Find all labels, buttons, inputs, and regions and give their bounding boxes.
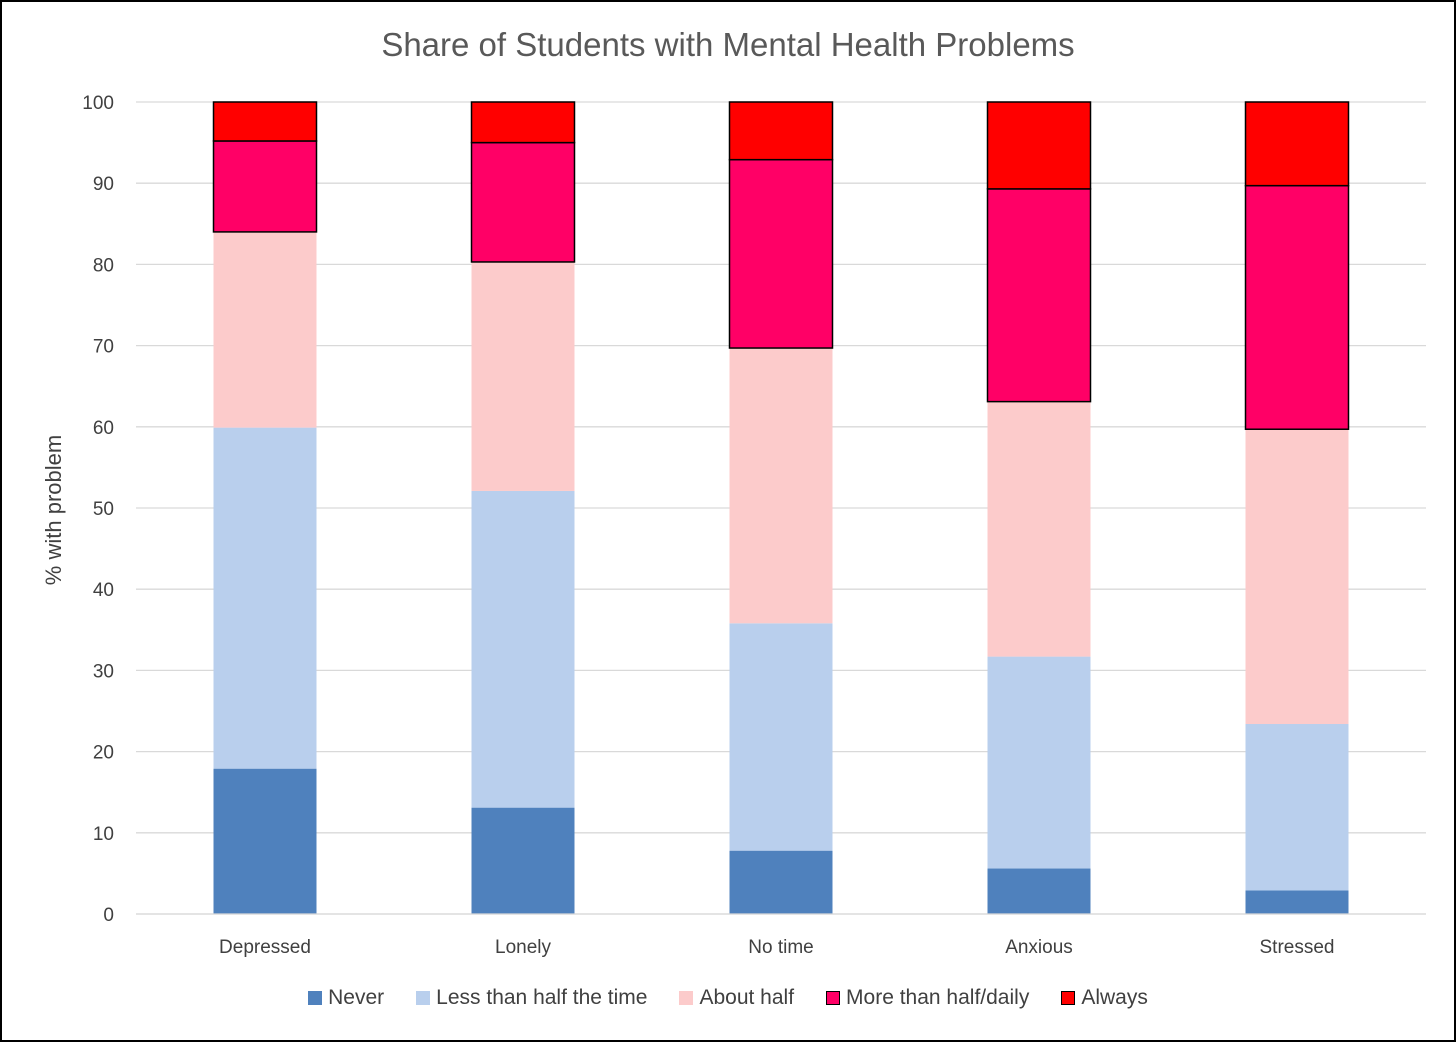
legend-swatch bbox=[1061, 991, 1076, 1005]
x-tick-label: No time bbox=[748, 937, 813, 958]
legend-swatch bbox=[826, 991, 841, 1005]
bar-segment-less-than-half-the-time bbox=[213, 427, 317, 769]
y-tick-label: 0 bbox=[103, 905, 114, 926]
y-tick-label: 90 bbox=[93, 174, 114, 195]
legend-item: Never bbox=[308, 986, 384, 1010]
legend-label: Less than half the time bbox=[436, 986, 648, 1009]
bar-segment-less-than-half-the-time bbox=[471, 490, 575, 808]
bar-segment-about-half bbox=[213, 231, 317, 428]
bar-segment-always bbox=[212, 101, 318, 142]
y-tick-label: 30 bbox=[93, 661, 114, 682]
y-tick-label: 80 bbox=[93, 255, 114, 276]
y-tick-label: 40 bbox=[93, 580, 114, 601]
bar-segment-never bbox=[1245, 890, 1349, 914]
legend-swatch bbox=[416, 991, 431, 1005]
bar-segment-never bbox=[729, 850, 833, 914]
bar-segment-more-than-half-daily bbox=[986, 188, 1092, 403]
bar-segment-about-half bbox=[729, 348, 833, 624]
legend-label: About half bbox=[699, 986, 795, 1009]
bar-segment-about-half bbox=[987, 401, 1091, 657]
bar-segment-about-half bbox=[471, 261, 575, 491]
legend-label: More than half/daily bbox=[846, 986, 1030, 1009]
bar-segment-always bbox=[470, 101, 576, 144]
bar-segment-never bbox=[987, 868, 1091, 914]
legend-item: Always bbox=[1061, 986, 1148, 1010]
x-tick-label: Lonely bbox=[495, 937, 551, 958]
bar-segment-always bbox=[986, 101, 1092, 190]
bar-segment-less-than-half-the-time bbox=[1245, 723, 1349, 891]
legend-item: More than half/daily bbox=[826, 986, 1029, 1010]
bar-segment-always bbox=[1244, 101, 1350, 187]
chart-title: Share of Students with Mental Health Pro… bbox=[381, 26, 1075, 63]
bar-segment-more-than-half-daily bbox=[1244, 184, 1350, 430]
legend-label: Always bbox=[1081, 986, 1148, 1009]
y-tick-label: 50 bbox=[93, 499, 114, 520]
legend-swatch bbox=[679, 991, 694, 1005]
y-tick-label: 20 bbox=[93, 743, 114, 764]
legend-item: About half bbox=[679, 986, 794, 1010]
x-tick-label: Anxious bbox=[1005, 937, 1073, 958]
bar-segment-more-than-half-daily bbox=[728, 158, 834, 349]
x-tick-label: Stressed bbox=[1260, 937, 1335, 958]
bar-segment-never bbox=[213, 768, 317, 914]
bar-segment-about-half bbox=[1245, 429, 1349, 724]
bar-segment-more-than-half-daily bbox=[470, 141, 576, 263]
y-tick-label: 100 bbox=[82, 93, 114, 114]
bar-segment-never bbox=[471, 807, 575, 914]
bar-segment-more-than-half-daily bbox=[212, 140, 318, 233]
y-tick-label: 10 bbox=[93, 824, 114, 845]
legend-item: Less than half the time bbox=[416, 986, 647, 1010]
x-tick-label: Depressed bbox=[219, 937, 311, 958]
legend: Never Less than half the time About half Mo… bbox=[0, 986, 1456, 1010]
bar-segment-less-than-half-the-time bbox=[987, 656, 1091, 869]
bar-segment-less-than-half-the-time bbox=[729, 623, 833, 851]
y-tick-label: 70 bbox=[93, 337, 114, 358]
legend-label: Never bbox=[328, 986, 385, 1009]
y-tick-label: 60 bbox=[93, 418, 114, 439]
legend-swatch bbox=[308, 991, 323, 1005]
bar-segment-always bbox=[728, 101, 834, 161]
